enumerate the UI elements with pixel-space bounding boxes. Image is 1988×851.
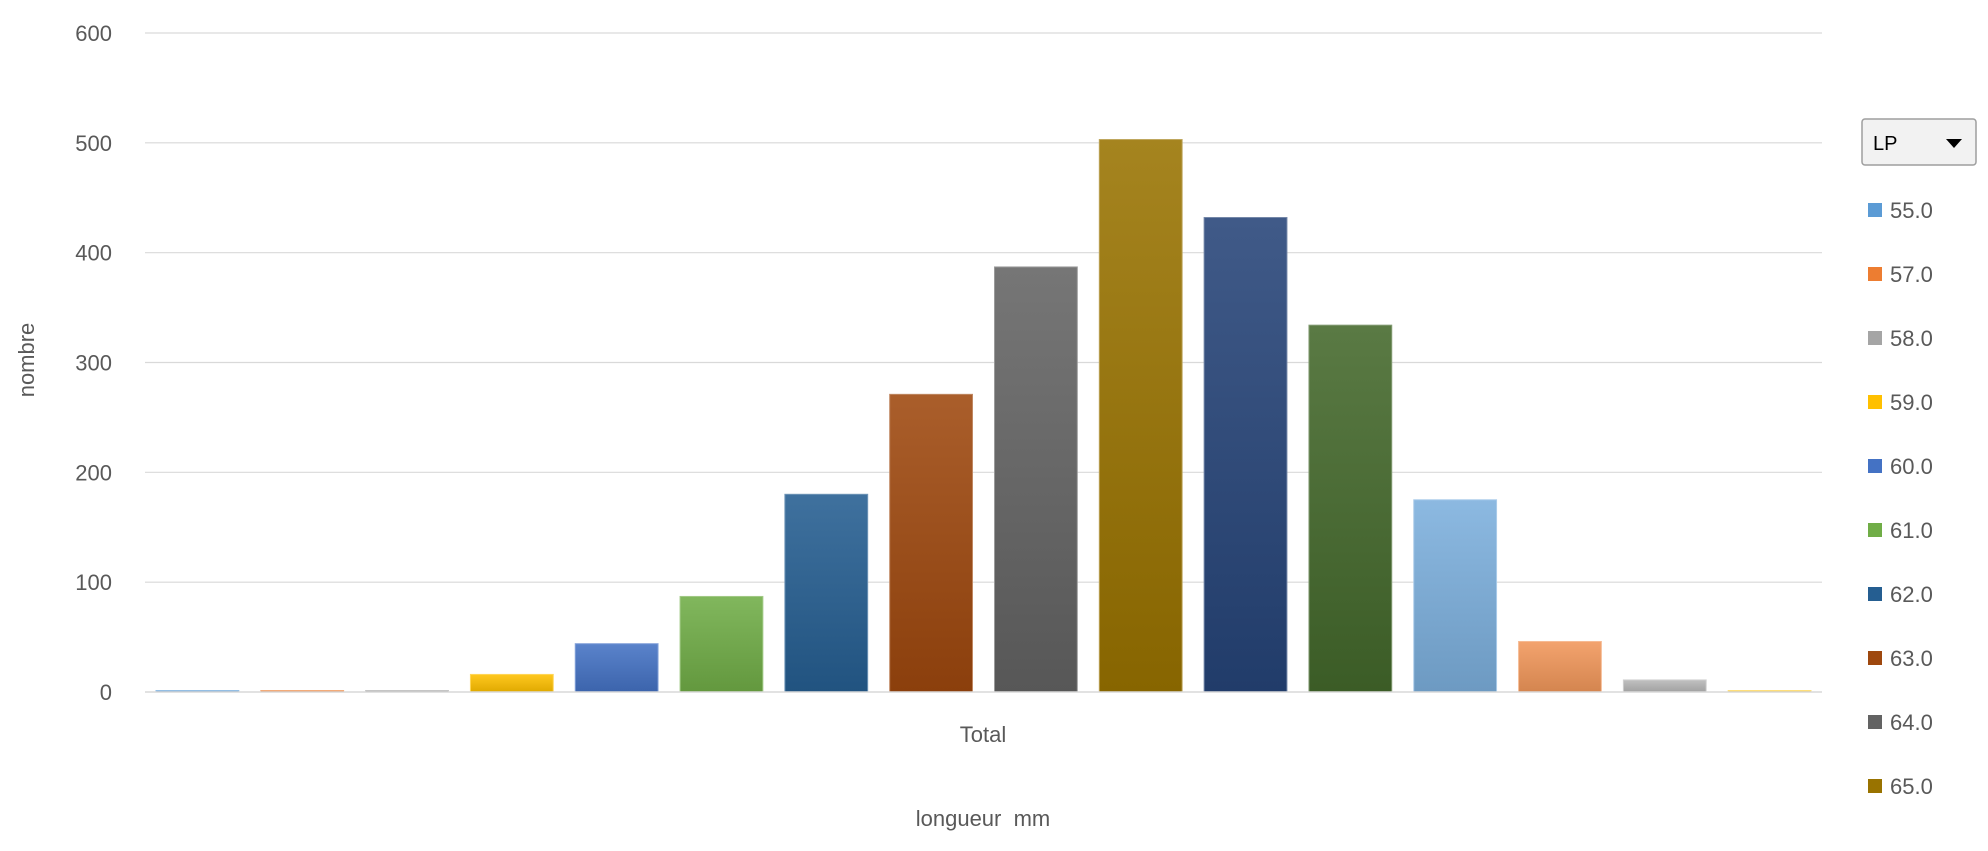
bar-64-0 <box>994 266 1078 693</box>
legend-swatch <box>1868 715 1882 729</box>
legend-swatch <box>1868 779 1882 793</box>
bar-series-10 <box>1203 217 1288 693</box>
y-tick-label: 500 <box>75 131 112 156</box>
legend-swatch <box>1868 267 1882 281</box>
bar-60-0 <box>574 643 659 693</box>
legend-swatch <box>1868 523 1882 537</box>
bar-59-0 <box>469 673 554 693</box>
legend-items: 55.0 57.0 58.0 59.0 60.0 61.0 62.0 63.0 64.0 65.0 <box>1868 198 1933 799</box>
bar-63-0 <box>889 393 973 693</box>
bar-series-11 <box>1308 324 1393 693</box>
y-tick-label: 300 <box>75 351 112 376</box>
legend-swatch <box>1868 331 1882 345</box>
legend-swatch <box>1868 651 1882 665</box>
legend-label: 59.0 <box>1890 390 1933 415</box>
x-tick-label: Total <box>960 722 1006 747</box>
y-tick-label: 600 <box>75 21 112 46</box>
legend-label: 65.0 <box>1890 774 1933 799</box>
bar-series-14 <box>1622 679 1707 693</box>
legend-swatch <box>1868 203 1882 217</box>
y-axis-title: nombre <box>14 323 39 398</box>
y-tick-label: 400 <box>75 241 112 266</box>
y-tick-label: 200 <box>75 460 112 485</box>
bar-61-0 <box>679 595 764 693</box>
legend-label: 57.0 <box>1890 262 1933 287</box>
chevron-down-icon[interactable] <box>1946 139 1962 148</box>
legend-swatch <box>1868 395 1882 409</box>
legend-label: 62.0 <box>1890 582 1933 607</box>
gridlines <box>145 32 1822 583</box>
legend-label: 64.0 <box>1890 710 1933 735</box>
x-axis-title: longueur mm <box>916 806 1051 831</box>
legend-filter-label: LP <box>1873 133 1897 155</box>
legend-swatch <box>1868 587 1882 601</box>
bars <box>155 139 1812 693</box>
bar-series-12 <box>1413 499 1498 693</box>
y-axis-ticks: 0 100 200 300 400 500 600 <box>75 21 112 705</box>
legend-label: 63.0 <box>1890 646 1933 671</box>
legend: LP 55.0 57.0 58.0 59.0 60.0 61.0 62.0 63.0 64.0 6… <box>1861 118 1977 799</box>
bar-62-0 <box>784 493 869 693</box>
bar-series-13 <box>1518 640 1602 693</box>
legend-label: 61.0 <box>1890 518 1933 543</box>
legend-label: 60.0 <box>1890 454 1933 479</box>
legend-filter-button[interactable]: LP <box>1861 118 1977 166</box>
legend-filter-box[interactable] <box>1861 118 1977 166</box>
legend-swatch <box>1868 459 1882 473</box>
legend-label: 55.0 <box>1890 198 1933 223</box>
y-tick-label: 0 <box>100 680 112 705</box>
y-tick-label: 100 <box>75 570 112 595</box>
legend-label: 58.0 <box>1890 326 1933 351</box>
bar-65-0 <box>1098 139 1183 693</box>
